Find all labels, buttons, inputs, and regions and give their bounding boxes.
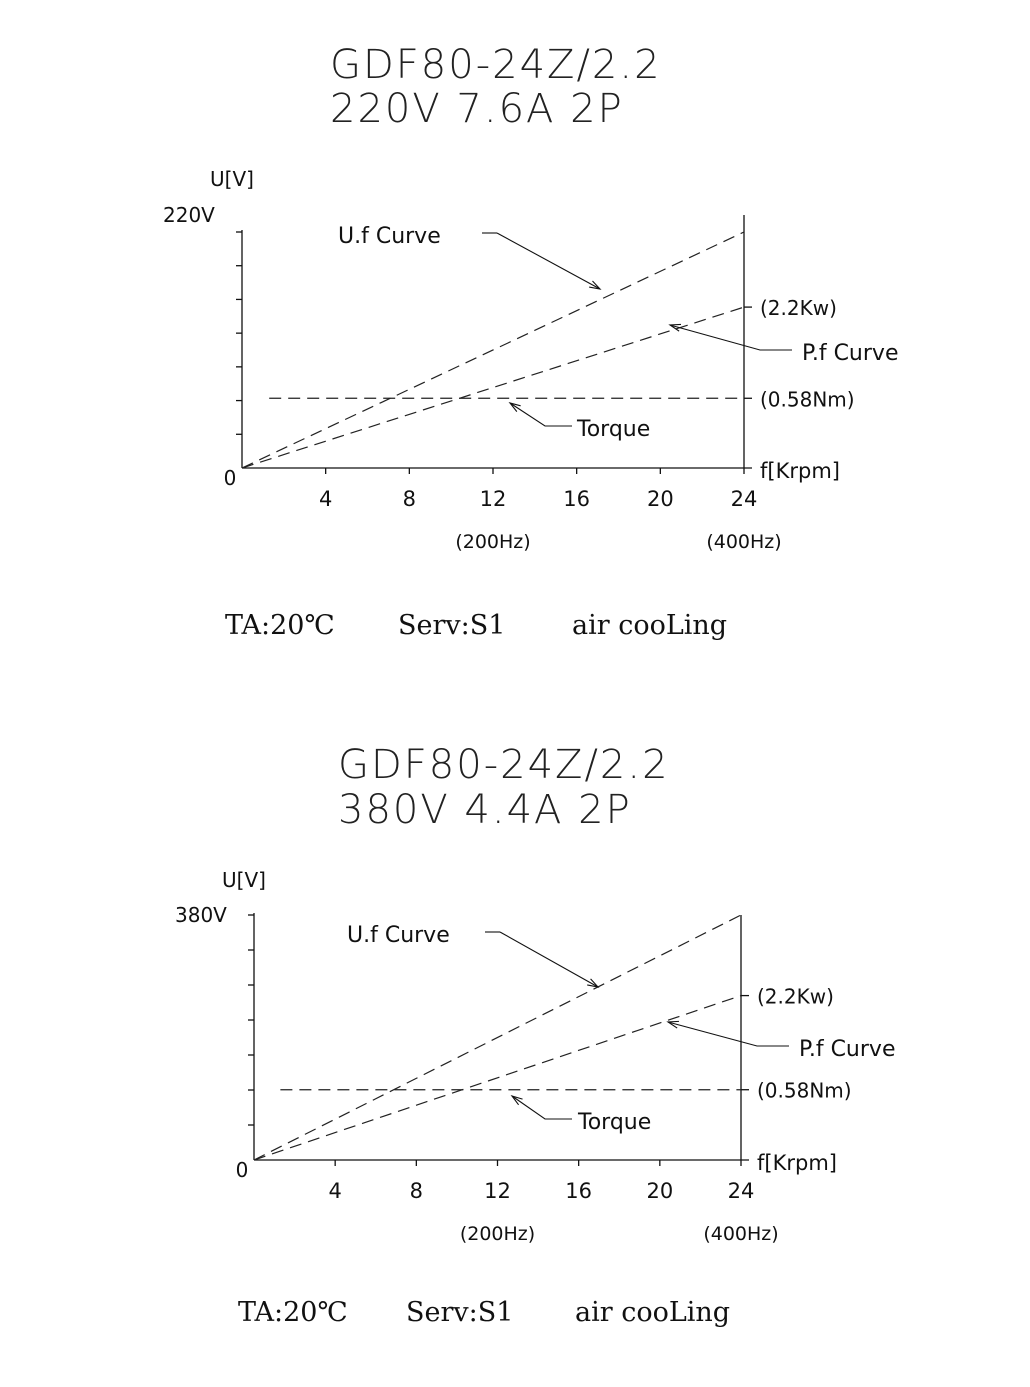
torque-label: Torque: [576, 417, 650, 442]
pf-curve-label: P.f Curve: [799, 1037, 895, 1062]
x-tick-label: 24: [728, 1179, 755, 1203]
x-tick-label: 16: [565, 1179, 592, 1203]
chart-title: GDF80-24Z/2.2: [330, 42, 662, 88]
torque-leader: [509, 402, 572, 427]
y-axis-label: U[V]: [222, 868, 266, 892]
pf-curve-line: [241, 306, 745, 469]
footer-temperature: TA:20℃: [225, 610, 335, 641]
hz-label: (400Hz): [706, 531, 781, 553]
x-tick-label: 16: [563, 487, 590, 511]
arrow-head-icon: [510, 1095, 523, 1106]
chart-subtitle: 220V 7.6A 2P: [330, 86, 624, 132]
footer-cooling: air cooLing: [572, 610, 727, 641]
torque-value-label: (0.58Nm): [760, 387, 855, 411]
x-axis-label: f[Krpm]: [760, 459, 840, 483]
y-axis-label: U[V]: [210, 167, 254, 191]
arrow-head-icon: [589, 280, 602, 290]
pf-leader: [667, 1021, 789, 1047]
pf-curve-line: [253, 995, 742, 1161]
origin-label: 0: [224, 466, 237, 490]
x-tick-label: 24: [731, 487, 758, 511]
x-tick-label: 4: [328, 1179, 341, 1203]
footer-cooling: air cooLing: [575, 1297, 730, 1328]
uf-leader: [499, 931, 599, 988]
x-tick-label: 12: [480, 487, 507, 511]
power-label: (2.2Kw): [757, 985, 834, 1009]
origin-label: 0: [236, 1158, 249, 1182]
x-tick-label: 8: [403, 487, 416, 511]
footer-service: Serv:S1: [406, 1297, 513, 1328]
x-tick-label: 20: [646, 1179, 673, 1203]
arrow-head-icon: [587, 978, 600, 988]
power-label: (2.2Kw): [760, 296, 837, 320]
uf-curve-line: [241, 231, 745, 469]
x-tick-label: 4: [319, 487, 332, 511]
y-max-label: 220V: [163, 203, 215, 227]
pf-leader: [669, 324, 792, 351]
arrow-head-icon: [666, 1020, 680, 1029]
hz-label: (400Hz): [703, 1223, 778, 1245]
chart-title: GDF80-24Z/2.2: [338, 742, 670, 788]
arrow-head-icon: [668, 323, 682, 332]
x-tick-label: 20: [647, 487, 674, 511]
uf-curve-label: U.f Curve: [338, 224, 441, 249]
footer-service: Serv:S1: [398, 610, 505, 641]
footer-temperature: TA:20℃: [238, 1297, 348, 1328]
y-max-label: 380V: [175, 903, 227, 927]
torque-value-label: (0.58Nm): [757, 1079, 852, 1103]
arrow-head-icon: [508, 402, 521, 412]
x-axis-label: f[Krpm]: [757, 1151, 837, 1175]
uf-curve-line: [253, 914, 742, 1161]
torque-label: Torque: [577, 1110, 651, 1135]
uf-curve-label: U.f Curve: [347, 923, 450, 948]
pf-curve-label: P.f Curve: [802, 341, 898, 366]
hz-label: (200Hz): [455, 531, 530, 553]
chart-subtitle: 380V 4.4A 2P: [338, 787, 632, 833]
uf-leader: [496, 232, 601, 290]
x-tick-label: 8: [410, 1179, 423, 1203]
hz-label: (200Hz): [460, 1223, 535, 1245]
x-tick-label: 12: [484, 1179, 511, 1203]
torque-leader: [511, 1095, 572, 1120]
